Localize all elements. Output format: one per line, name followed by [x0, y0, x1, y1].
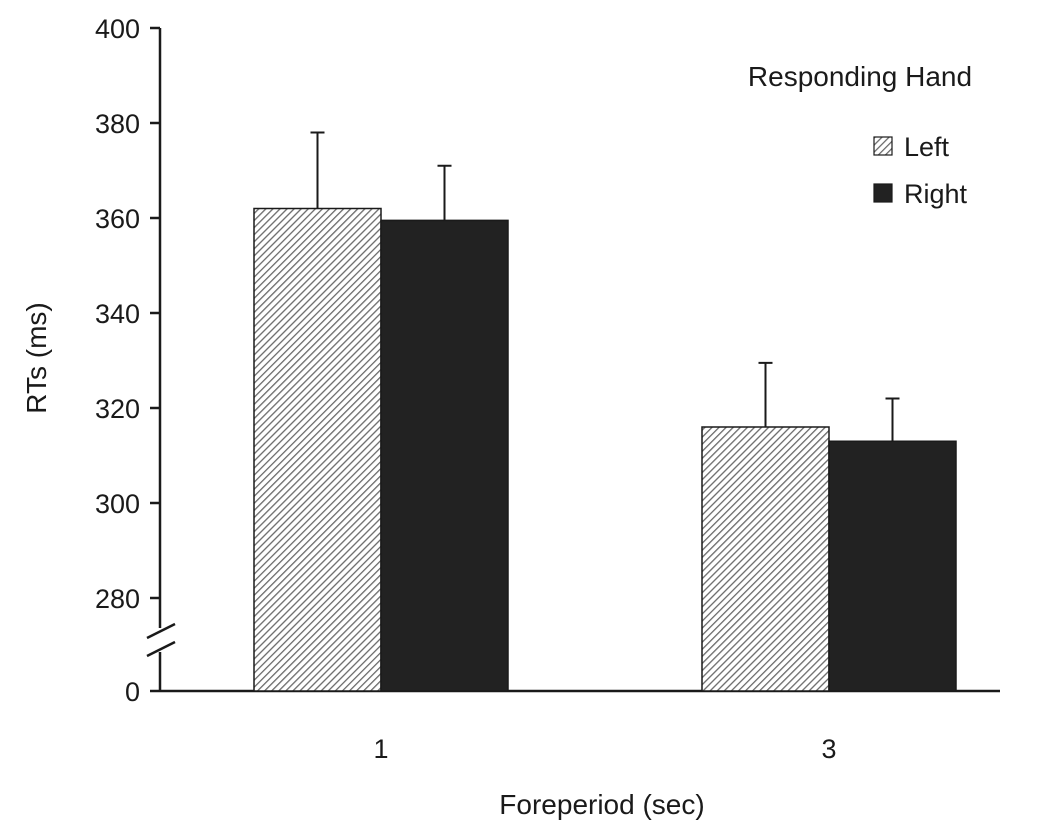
x-tick-label: 1 — [373, 734, 388, 764]
y-axis: 0 280 300 320 340 360 380 400 — [95, 14, 176, 707]
y-tick-label: 300 — [95, 489, 140, 519]
legend-label-right: Right — [904, 179, 968, 209]
legend-swatch-left — [873, 136, 893, 156]
x-axis-title: Foreperiod (sec) — [499, 789, 704, 820]
y-tick-label: 400 — [95, 14, 140, 44]
y-tick-label: 360 — [95, 204, 140, 234]
bar-left-3 — [701, 426, 830, 692]
legend-swatch-right — [873, 183, 893, 203]
legend-title: Responding Hand — [748, 61, 972, 92]
bar-left-1 — [253, 207, 382, 692]
x-tick-label: 3 — [821, 734, 836, 764]
y-axis-title: RTs (ms) — [21, 302, 52, 413]
y-tick-label: 340 — [95, 299, 140, 329]
bars — [253, 131, 957, 692]
y-tick-label: 0 — [125, 677, 140, 707]
y-tick-label: 380 — [95, 109, 140, 139]
legend: Responding Hand Left Right — [748, 61, 972, 209]
bar-right-1 — [380, 219, 509, 692]
bar-right-3 — [828, 440, 957, 692]
y-tick-label: 280 — [95, 584, 140, 614]
axis-break-icon — [146, 622, 176, 658]
y-tick-label: 320 — [95, 394, 140, 424]
legend-label-left: Left — [904, 132, 950, 162]
